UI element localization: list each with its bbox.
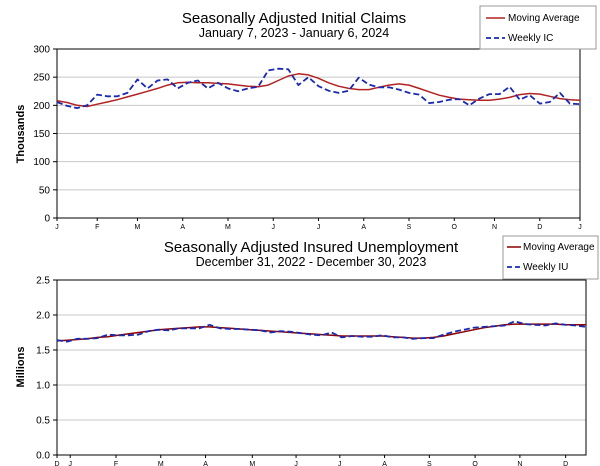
y-tick-label: 300: [33, 45, 50, 56]
x-tick-label: F: [95, 224, 99, 231]
y-axis-label: Millions: [15, 347, 27, 388]
x-tick-label: O: [472, 461, 478, 466]
x-tick-label: M: [158, 461, 164, 466]
y-tick-label: 0.0: [36, 451, 50, 462]
x-tick-label: M: [225, 224, 231, 231]
legend: Moving Average Weekly IC: [479, 5, 597, 50]
x-tick-label: J: [294, 461, 298, 466]
gridlines: [57, 314, 586, 421]
y-tick-label: 2.0: [36, 311, 50, 322]
x-tick-label: O: [452, 224, 458, 231]
series-line-moving-average: [56, 73, 581, 108]
gridlines: [57, 76, 580, 191]
y-tick-label: 1.0: [36, 381, 50, 392]
plot-frame: [56, 279, 587, 456]
y-tick-label: 0.5: [36, 416, 50, 427]
chart-title: Seasonally Adjusted Initial Claims: [182, 10, 406, 27]
x-tick-label: M: [135, 224, 141, 231]
x-tick-label: N: [517, 461, 522, 466]
x-tick-label: A: [180, 224, 185, 231]
y-tick-label: 50: [39, 185, 51, 196]
legend-box: [502, 235, 599, 280]
x-tick-label: F: [114, 461, 118, 466]
x-tick-label: J: [578, 224, 582, 231]
y-tick-label: 2.5: [36, 276, 50, 287]
legend: Moving Average Weekly IU: [502, 235, 599, 280]
series-lines: [56, 320, 587, 343]
x-tick-label: D: [537, 224, 542, 231]
y-tick-label: 200: [33, 101, 50, 112]
chart-subtitle: January 7, 2023 - January 6, 2024: [199, 26, 389, 40]
x-tick-label: J: [271, 224, 275, 231]
legend-label-moving-average: Moving Average: [508, 13, 580, 24]
x-tick-label: A: [361, 224, 366, 231]
legend-box: [479, 5, 597, 50]
x-tick-label: A: [382, 461, 387, 466]
x-tick-label: S: [427, 461, 432, 466]
legend-label-weekly-iu: Weekly IU: [523, 262, 568, 273]
insured-unemployment-chart: Seasonally Adjusted Insured Unemployment…: [15, 235, 599, 466]
legend-label-weekly-ic: Weekly IC: [508, 33, 553, 44]
series-lines: [56, 67, 581, 109]
initial-claims-chart: Seasonally Adjusted Initial Claims Janua…: [15, 5, 597, 231]
y-tick-label: 250: [33, 73, 50, 84]
y-axis: 0.0 0.5 1.0 1.5 2.0 2.5: [36, 276, 57, 462]
x-tick-label: D: [54, 461, 59, 466]
chart-title: Seasonally Adjusted Insured Unemployment: [164, 239, 459, 256]
x-tick-label: N: [492, 224, 497, 231]
x-tick-label: J: [338, 461, 342, 466]
x-tick-label: J: [55, 224, 59, 231]
series-line-moving-average: [56, 323, 586, 342]
x-tick-label: S: [407, 224, 412, 231]
y-tick-label: 150: [33, 129, 50, 140]
y-axis: 0 50 100 150 200 250 300: [33, 45, 57, 225]
series-line-weekly-ic: [56, 67, 581, 109]
legend-label-moving-average: Moving Average: [523, 242, 595, 253]
y-tick-label: 0: [44, 214, 50, 225]
x-tick-label: J: [317, 224, 321, 231]
y-tick-label: 1.5: [36, 346, 50, 357]
x-tick-label: J: [68, 461, 72, 466]
y-axis-label: Thousands: [15, 105, 27, 164]
x-tick-label: D: [563, 461, 568, 466]
y-tick-label: 100: [33, 157, 50, 168]
x-tick-label: M: [249, 461, 255, 466]
x-tick-label: A: [203, 461, 208, 466]
chart-subtitle: December 31, 2022 - December 30, 2023: [196, 255, 427, 269]
